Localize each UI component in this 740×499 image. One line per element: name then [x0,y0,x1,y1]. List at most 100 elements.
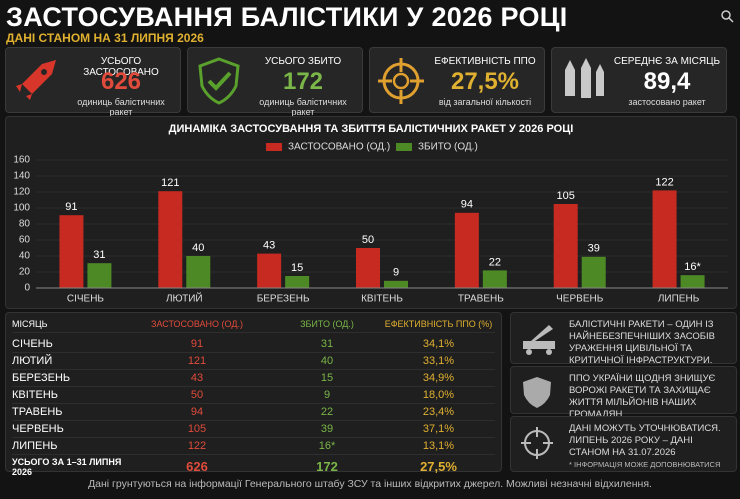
table-cell: СІЧЕНЬ [12,337,53,350]
kpi-value: 172 [282,68,324,95]
launcher-icon [523,325,555,355]
table-cell: 39 [320,422,334,435]
bar [158,191,183,288]
bar [553,204,578,288]
missiles-icon [565,58,604,98]
note-text: ДАНІ МОЖУТЬ УТОЧНЮВАТИСЯ. ЛИПЕНЬ 2026 РО… [569,423,721,458]
page-subtitle: ДАНІ СТАНОМ НА 31 ЛИПНЯ 2026 [6,31,204,45]
kpi-value: 89,4 [643,68,691,95]
x-tick-label: ЛЮТИЙ [166,292,203,305]
data-label: 31 [93,249,105,261]
x-tick-label: СІЧЕНЬ [67,294,105,305]
note-card: БАЛІСТИЧНІ РАКЕТИ – ОДИН ІЗ НАЙНЕБЕЗПЕЧН… [510,312,737,366]
kpi-note: одиниць балістичних ракет [77,97,165,117]
table-row: ТРАВЕНЬ 94 22 23,4% [12,403,495,421]
rocket-icon [16,60,56,100]
kpi-label: СЕРЕДНЄ ЗА МІСЯЦЬ [613,56,721,67]
table-cell: 31 [320,337,334,350]
table-cell: 22 [320,405,334,418]
data-label: 43 [263,240,275,252]
kpi-card: УСЬОГО ЗБИТО 172 одиниць балістичних рак… [187,47,363,117]
x-tick-label: ЧЕРВЕНЬ [556,294,604,305]
page-title: ЗАСТОСУВАННЯ БАЛІСТИКИ У 2026 РОЦІ [6,2,568,32]
table-cell: 122 [187,439,207,452]
table-cell: 37,1% [422,422,455,435]
footnote: * ІНФОРМАЦІЯ МОЖЕ ДОПОВНЮВАТИСЯ [569,460,721,469]
crosshair-icon [521,427,553,459]
chart-title: ДИНАМІКА ЗАСТОСУВАННЯ ТА ЗБИТТЯ БАЛІСТИЧ… [169,123,574,135]
table-cell: 94 [190,405,204,418]
y-tick-label: 60 [19,235,31,246]
table-cell: 34,1% [422,337,455,350]
kpi-label: ЕФЕКТИВНІСТЬ ППО [434,56,536,67]
note-text: БАЛІСТИЧНІ РАКЕТИ – ОДИН ІЗ НАЙНЕБЕЗПЕЧН… [569,319,715,366]
table-cell: ЛИПЕНЬ [12,439,58,452]
data-label: 50 [362,234,374,246]
table-cell: 34,9% [422,371,455,384]
kpi-note: одиниць балістичних ракет [259,97,347,117]
bar [384,280,408,288]
y-tick-label: 20 [19,267,31,278]
kpi-card: УСЬОГО ЗАСТОСОВАНО 626 одиниць балістичн… [5,47,181,117]
table-cell: ЛЮТИЙ [12,354,53,367]
bar [482,270,507,288]
bar [285,276,310,288]
table-cell: 16* [318,439,336,452]
data-label: 121 [161,177,179,189]
table-cell: КВІТЕНЬ [12,388,59,401]
bar [257,253,282,288]
x-tick-label: ЛИПЕНЬ [658,294,700,305]
data-label: 91 [65,201,77,213]
table-row: УСЬОГО ЗА 1–31 ЛИПНЯ 2026 626 172 27,5% [12,456,495,477]
y-tick-label: 120 [13,187,30,198]
kpi-label: УСЬОГО ЗАСТОСОВАНО [83,56,159,78]
x-tick-label: ТРАВЕНЬ [458,294,504,305]
data-label: 105 [557,190,575,202]
shield-icon [523,377,551,408]
table-row: КВІТЕНЬ 50 9 18,0% [12,386,495,404]
bar [186,256,211,288]
shield-icon [198,57,240,105]
y-tick-label: 140 [13,171,30,182]
table-total-cell: 27,5% [420,459,457,474]
table-header-cell: ЗБИТО (ОД.) [300,318,354,329]
bar [652,190,677,288]
table-header-cell: ЗАСТОСОВАНО (ОД.) [151,318,243,329]
y-tick-label: 0 [24,283,30,294]
table-header-cell: МІСЯЦЬ [12,318,48,329]
data-table: МІСЯЦЬ ЗАСТОСОВАНО (ОД.) ЗБИТО (ОД.) ЕФЕКТИ… [5,312,502,477]
table-cell: 50 [190,388,204,401]
legend-label: ЗБИТО (ОД.) [418,142,478,153]
data-label: 22 [489,256,501,268]
y-tick-label: 160 [13,155,30,166]
note-text: ДАНІ МОЖУТЬ УТОЧНЮВАТИСЯ. ЛИПЕНЬ 2026 РО… [569,423,730,471]
table-total-cell: УСЬОГО ЗА 1–31 ЛИПНЯ 2026 [12,456,122,477]
bar [59,215,84,288]
note-card: ДАНІ МОЖУТЬ УТОЧНЮВАТИСЯ. ЛИПЕНЬ 2026 РО… [510,416,737,472]
data-label: 15 [291,262,303,274]
data-label: 16* [684,261,701,273]
legend-swatch [266,143,282,151]
table-cell: 18,0% [422,388,455,401]
y-tick-label: 100 [13,203,30,214]
crosshair-icon [378,58,424,104]
table-total-cell: 172 [316,459,338,474]
zoom-icon[interactable] [720,9,734,23]
bar [356,248,380,288]
table-cell: 121 [187,354,207,367]
kpi-value: 626 [100,68,142,95]
table-cell: 23,4% [422,405,455,418]
note-card: ППО УКРАЇНИ ЩОДНЯ ЗНИЩУЄ ВОРОЖІ РАКЕТИ Т… [510,366,737,420]
x-tick-label: КВІТЕНЬ [361,294,403,305]
bar [680,275,705,288]
table-row: ЛЮТИЙ 121 40 33,1% [12,352,495,370]
kpi-label: УСЬОГО ЗБИТО [264,56,342,67]
bar [87,263,112,288]
table-cell: 9 [323,388,331,401]
chart-panel: ДИНАМІКА ЗАСТОСУВАННЯ ТА ЗБИТТЯ БАЛІСТИЧ… [5,116,737,309]
data-label: 94 [461,199,473,211]
bar [454,212,479,288]
legend-label: ЗАСТОСОВАНО (ОД.) [288,142,390,153]
table-row: ЛИПЕНЬ 122 16* 13,1% [12,437,495,455]
